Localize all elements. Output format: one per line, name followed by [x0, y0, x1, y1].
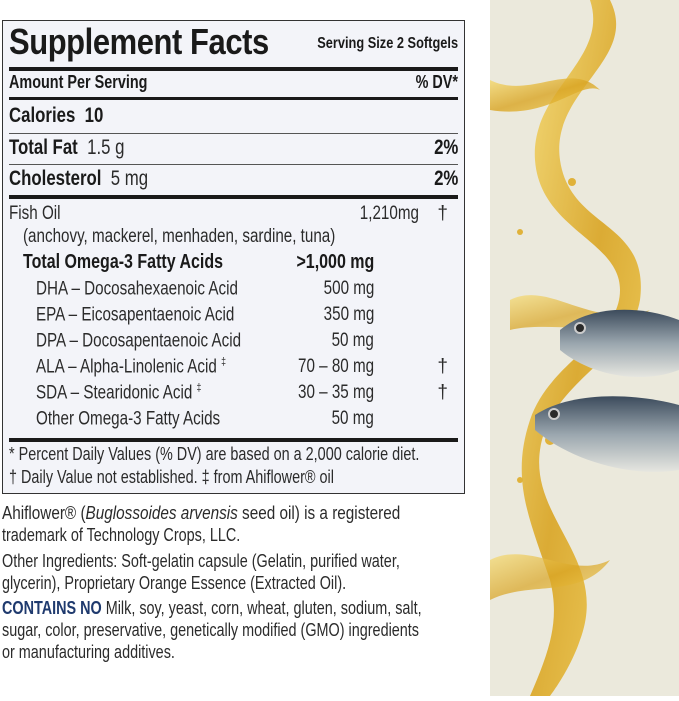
- omega3-item-dv: †: [437, 356, 448, 377]
- omega3-item-amount: 50 mg: [331, 330, 374, 351]
- omega3-total-label: Total Omega-3 Fatty Acids: [23, 251, 224, 273]
- omega3-item-amount: 30 – 35 mg: [297, 382, 374, 403]
- mackerel-2: [535, 396, 679, 472]
- footnote-not-established: † Daily Value not established. ‡ from Ah…: [9, 467, 334, 487]
- fish-oil-dv: †: [437, 203, 448, 224]
- total-fat-dv: 2%: [433, 136, 458, 159]
- contains-no: CONTAINS NO Milk, soy, yeast, corn, whea…: [2, 598, 422, 618]
- other-ingredients-2: glycerin), Proprietary Orange Essence (E…: [2, 573, 347, 593]
- cholesterol-row: Cholesterol 5 mg: [9, 167, 149, 190]
- label-title: Supplement Facts: [9, 21, 269, 62]
- omega3-total-amount: >1,000 mg: [296, 251, 374, 273]
- trademark-note-2: trademark of Technology Crops, LLC.: [2, 525, 241, 545]
- omega3-item-amount: 70 – 80 mg: [297, 356, 374, 377]
- omega3-item-label: DPA – Docosapentaenoic Acid: [36, 330, 242, 352]
- supplement-facts-panel: Supplement Facts Serving Size 2 Softgels…: [2, 20, 465, 494]
- footnote-dv: * Percent Daily Values (% DV) are based …: [9, 444, 420, 464]
- fish-oil-label: Fish Oil: [9, 203, 61, 224]
- omega3-item-label: SDA – Stearidonic Acid ‡: [36, 382, 202, 404]
- omega3-item-label: DHA – Docosahexaenoic Acid: [36, 278, 238, 300]
- amount-per-serving: Amount Per Serving: [9, 72, 148, 92]
- serving-size: Serving Size 2 Softgels: [317, 35, 458, 52]
- contains-no-2: sugar, color, preservative, genetically …: [2, 620, 419, 640]
- trademark-note: Ahiflower® (Buglossoides arvensis seed o…: [2, 503, 401, 523]
- fish-oil-amount: 1,210mg: [359, 203, 419, 224]
- fish-oil-photo: [490, 0, 679, 696]
- omega3-item-amount: 350 mg: [323, 304, 374, 325]
- total-fat-row: Total Fat 1.5 g: [9, 136, 125, 159]
- omega3-item-dv: †: [437, 382, 448, 403]
- contains-no-3: or manufacturing additives.: [2, 642, 175, 662]
- mackerel-1: [560, 309, 679, 378]
- dv-header: % DV*: [415, 72, 458, 92]
- omega3-item-label: Other Omega-3 Fatty Acids: [36, 408, 221, 430]
- other-ingredients: Other Ingredients: Soft-gelatin capsule …: [2, 551, 400, 571]
- omega3-item-label: ALA – Alpha-Linolenic Acid ‡: [36, 356, 226, 378]
- omega3-item-label: EPA – Eicosapentaenoic Acid: [36, 304, 235, 326]
- calories-row: Calories 10: [9, 104, 104, 127]
- omega3-item-amount: 50 mg: [331, 408, 374, 429]
- cholesterol-dv: 2%: [433, 167, 458, 190]
- omega3-item-amount: 500 mg: [323, 278, 374, 299]
- fish-oil-sources: (anchovy, mackerel, menhaden, sardine, t…: [23, 226, 336, 247]
- oil-splash: [521, 0, 641, 696]
